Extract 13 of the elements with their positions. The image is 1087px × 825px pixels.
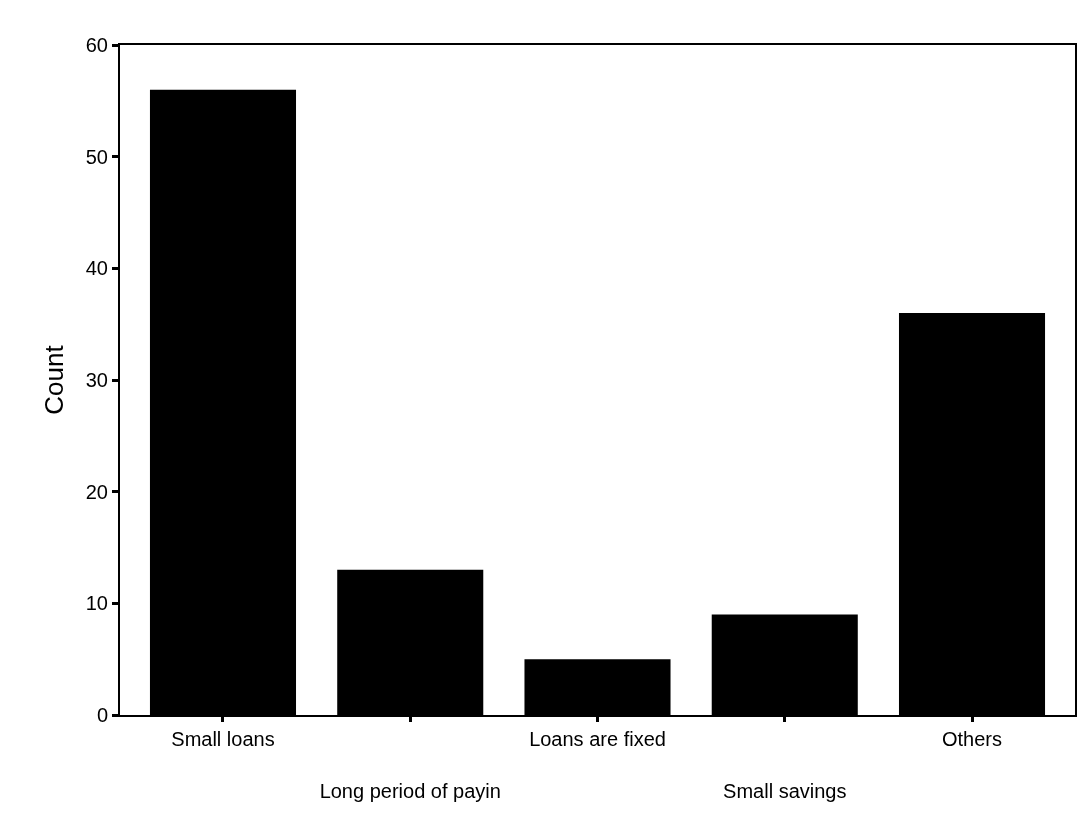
- y-tick-label: 60: [85, 34, 108, 56]
- x-tick-label: Others: [941, 728, 1003, 750]
- y-tick-label: 30: [85, 369, 108, 391]
- y-tick-label: 20: [85, 480, 108, 503]
- y-axis-title: Count: [38, 344, 69, 415]
- y-tick-label: 40: [85, 257, 108, 280]
- x-tick-label: Small savings: [723, 780, 847, 802]
- y-tick-label: 10: [85, 592, 108, 615]
- x-tick-label: Long period of payin: [319, 780, 501, 802]
- y-tick-label: 50: [85, 145, 108, 168]
- y-tick-label: 0: [96, 704, 108, 726]
- x-tick-label: Small loans: [171, 728, 275, 750]
- x-tick-label: Loans are fixed: [529, 728, 666, 750]
